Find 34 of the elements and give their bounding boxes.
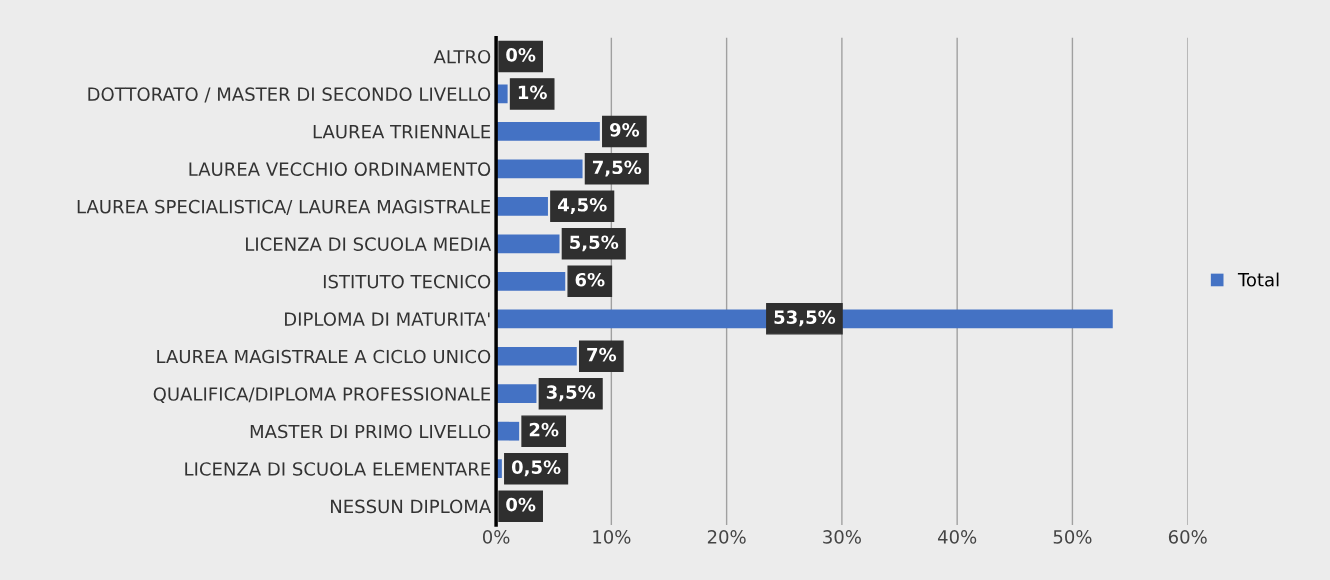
data-label: 6%: [575, 272, 605, 287]
x-tick-label: 60%: [1168, 530, 1207, 544]
data-label: 4,5%: [557, 197, 607, 214]
x-tick-label: 0%: [482, 530, 510, 544]
x-tick-label: 40%: [937, 530, 977, 544]
y-tick-label: MASTER DI PRIMO LIVELLO: [250, 424, 491, 439]
y-tick-label: NESSUN DIPLOMA: [331, 499, 492, 514]
data-label: 7%: [587, 347, 617, 362]
y-tick-label: QUALIFICA/DIPLOMA PROFESSIONALE: [153, 387, 491, 403]
y-tick-label: ISTITUTO TECNICO: [323, 274, 491, 289]
x-tick-label: 30%: [823, 530, 861, 544]
y-tick-label: LICENZA DI SCUOLA MEDIA: [246, 237, 492, 251]
y-tick-label: DOTTORATO / MASTER DI SECONDO LIVELLO: [88, 87, 491, 103]
x-tick-label: 20%: [707, 530, 746, 544]
data-label: 9%: [609, 122, 640, 137]
y-tick-label: LICENZA DI SCUOLA ELEMENTARE: [185, 462, 491, 476]
y-tick-label: LAUREA MAGISTRALE A CICLO UNICO: [157, 349, 491, 364]
data-label: 2%: [529, 422, 559, 437]
x-tick-label: 10%: [593, 530, 631, 544]
legend-label: Total: [1237, 272, 1279, 287]
data-label: 0%: [506, 497, 536, 512]
data-label: 5,5%: [570, 235, 619, 252]
y-tick-label: LAUREA SPECIALISTICA/ LAUREA MAGISTRALE: [77, 199, 491, 215]
data-label: 1%: [518, 85, 547, 100]
data-label: 0%: [506, 48, 536, 62]
y-tick-label: DIPLOMA DI MATURITA': [285, 312, 490, 326]
y-tick-label: ALTRO: [433, 49, 491, 64]
data-label: 0,5%: [511, 460, 561, 477]
data-label: 7,5%: [592, 160, 642, 177]
data-label: 3,5%: [546, 385, 596, 402]
y-tick-label: LAUREA VECCHIO ORDINAMENTO: [189, 162, 491, 176]
y-tick-label: LAUREA TRIENNALE: [313, 125, 491, 139]
x-tick-label: 50%: [1053, 530, 1092, 544]
data-label: 53,5%: [774, 310, 836, 327]
